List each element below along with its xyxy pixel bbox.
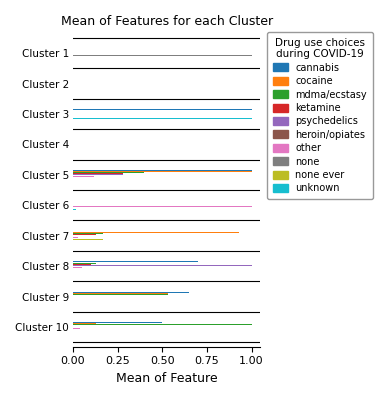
Bar <box>73 265 252 266</box>
Bar <box>73 296 202 298</box>
Bar <box>73 293 168 294</box>
X-axis label: Mean of Feature: Mean of Feature <box>116 372 217 385</box>
Bar <box>73 209 77 210</box>
Bar <box>73 263 96 264</box>
Bar <box>73 261 198 262</box>
Bar <box>73 324 252 325</box>
Bar <box>73 86 252 87</box>
Title: Mean of Features for each Cluster: Mean of Features for each Cluster <box>61 15 273 28</box>
Bar <box>73 109 252 110</box>
Bar <box>73 267 82 268</box>
Bar <box>73 322 162 323</box>
Bar <box>73 173 123 174</box>
Bar <box>73 172 144 173</box>
Bar <box>73 237 78 238</box>
Bar <box>73 206 252 207</box>
Bar <box>73 174 123 175</box>
Bar <box>73 118 252 119</box>
Bar <box>73 328 80 329</box>
Bar <box>73 295 135 296</box>
Bar <box>73 176 95 177</box>
Bar <box>73 232 239 233</box>
Bar <box>73 323 96 324</box>
Bar <box>73 233 103 234</box>
Bar <box>73 234 96 235</box>
Bar <box>73 239 103 240</box>
Bar <box>73 170 252 171</box>
Bar <box>73 264 91 265</box>
Bar <box>73 171 252 172</box>
Legend: cannabis, cocaine, mdma/ecstasy, ketamine, psychedelics, heroin/opiates, other, : cannabis, cocaine, mdma/ecstasy, ketamin… <box>267 32 373 199</box>
Bar <box>73 55 252 56</box>
